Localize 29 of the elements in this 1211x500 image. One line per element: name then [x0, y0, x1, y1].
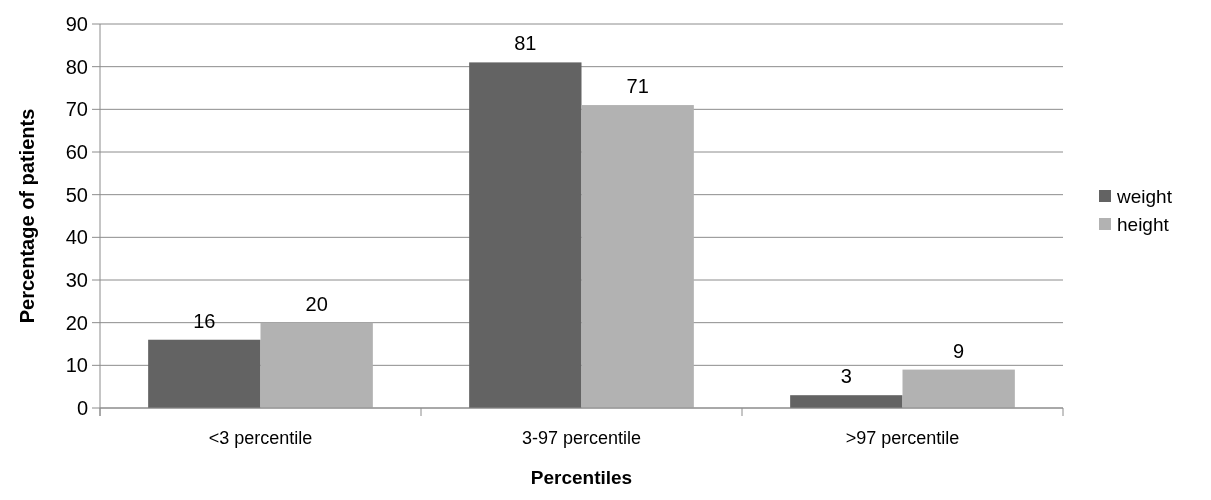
data-label: 9: [953, 339, 965, 362]
y-tick-label: 30: [65, 269, 88, 291]
y-axis-title: Percentage of patients: [16, 108, 38, 324]
bar: [902, 369, 1015, 408]
data-label: 3: [840, 365, 852, 388]
data-label: 81: [514, 32, 537, 55]
y-tick-label: 50: [65, 183, 88, 206]
y-tick-label: 70: [65, 98, 88, 121]
data-label: 71: [626, 75, 649, 98]
y-tick-label: 0: [76, 397, 88, 419]
bar: [469, 62, 582, 408]
bar: [260, 322, 373, 408]
legend-label: height: [1117, 213, 1170, 235]
y-tick-label: 10: [65, 354, 88, 377]
y-tick-label: 60: [65, 141, 88, 163]
data-label: 20: [305, 292, 328, 315]
y-tick-label: 20: [65, 311, 88, 334]
bar: [790, 395, 903, 408]
y-tick-label: 80: [65, 55, 88, 78]
y-tick-label: 40: [65, 226, 88, 249]
x-axis-title: Percentiles: [530, 467, 633, 488]
y-tick-label: 90: [65, 13, 88, 35]
x-tick-label: 3-97 percentile: [521, 428, 642, 448]
x-tick-label: <3 percentile: [208, 428, 313, 448]
bar: [581, 105, 694, 408]
x-tick-label: >97 percentile: [845, 428, 960, 448]
data-label: 16: [193, 309, 216, 332]
legend-label: weight: [1116, 185, 1173, 207]
bar: [148, 339, 261, 408]
